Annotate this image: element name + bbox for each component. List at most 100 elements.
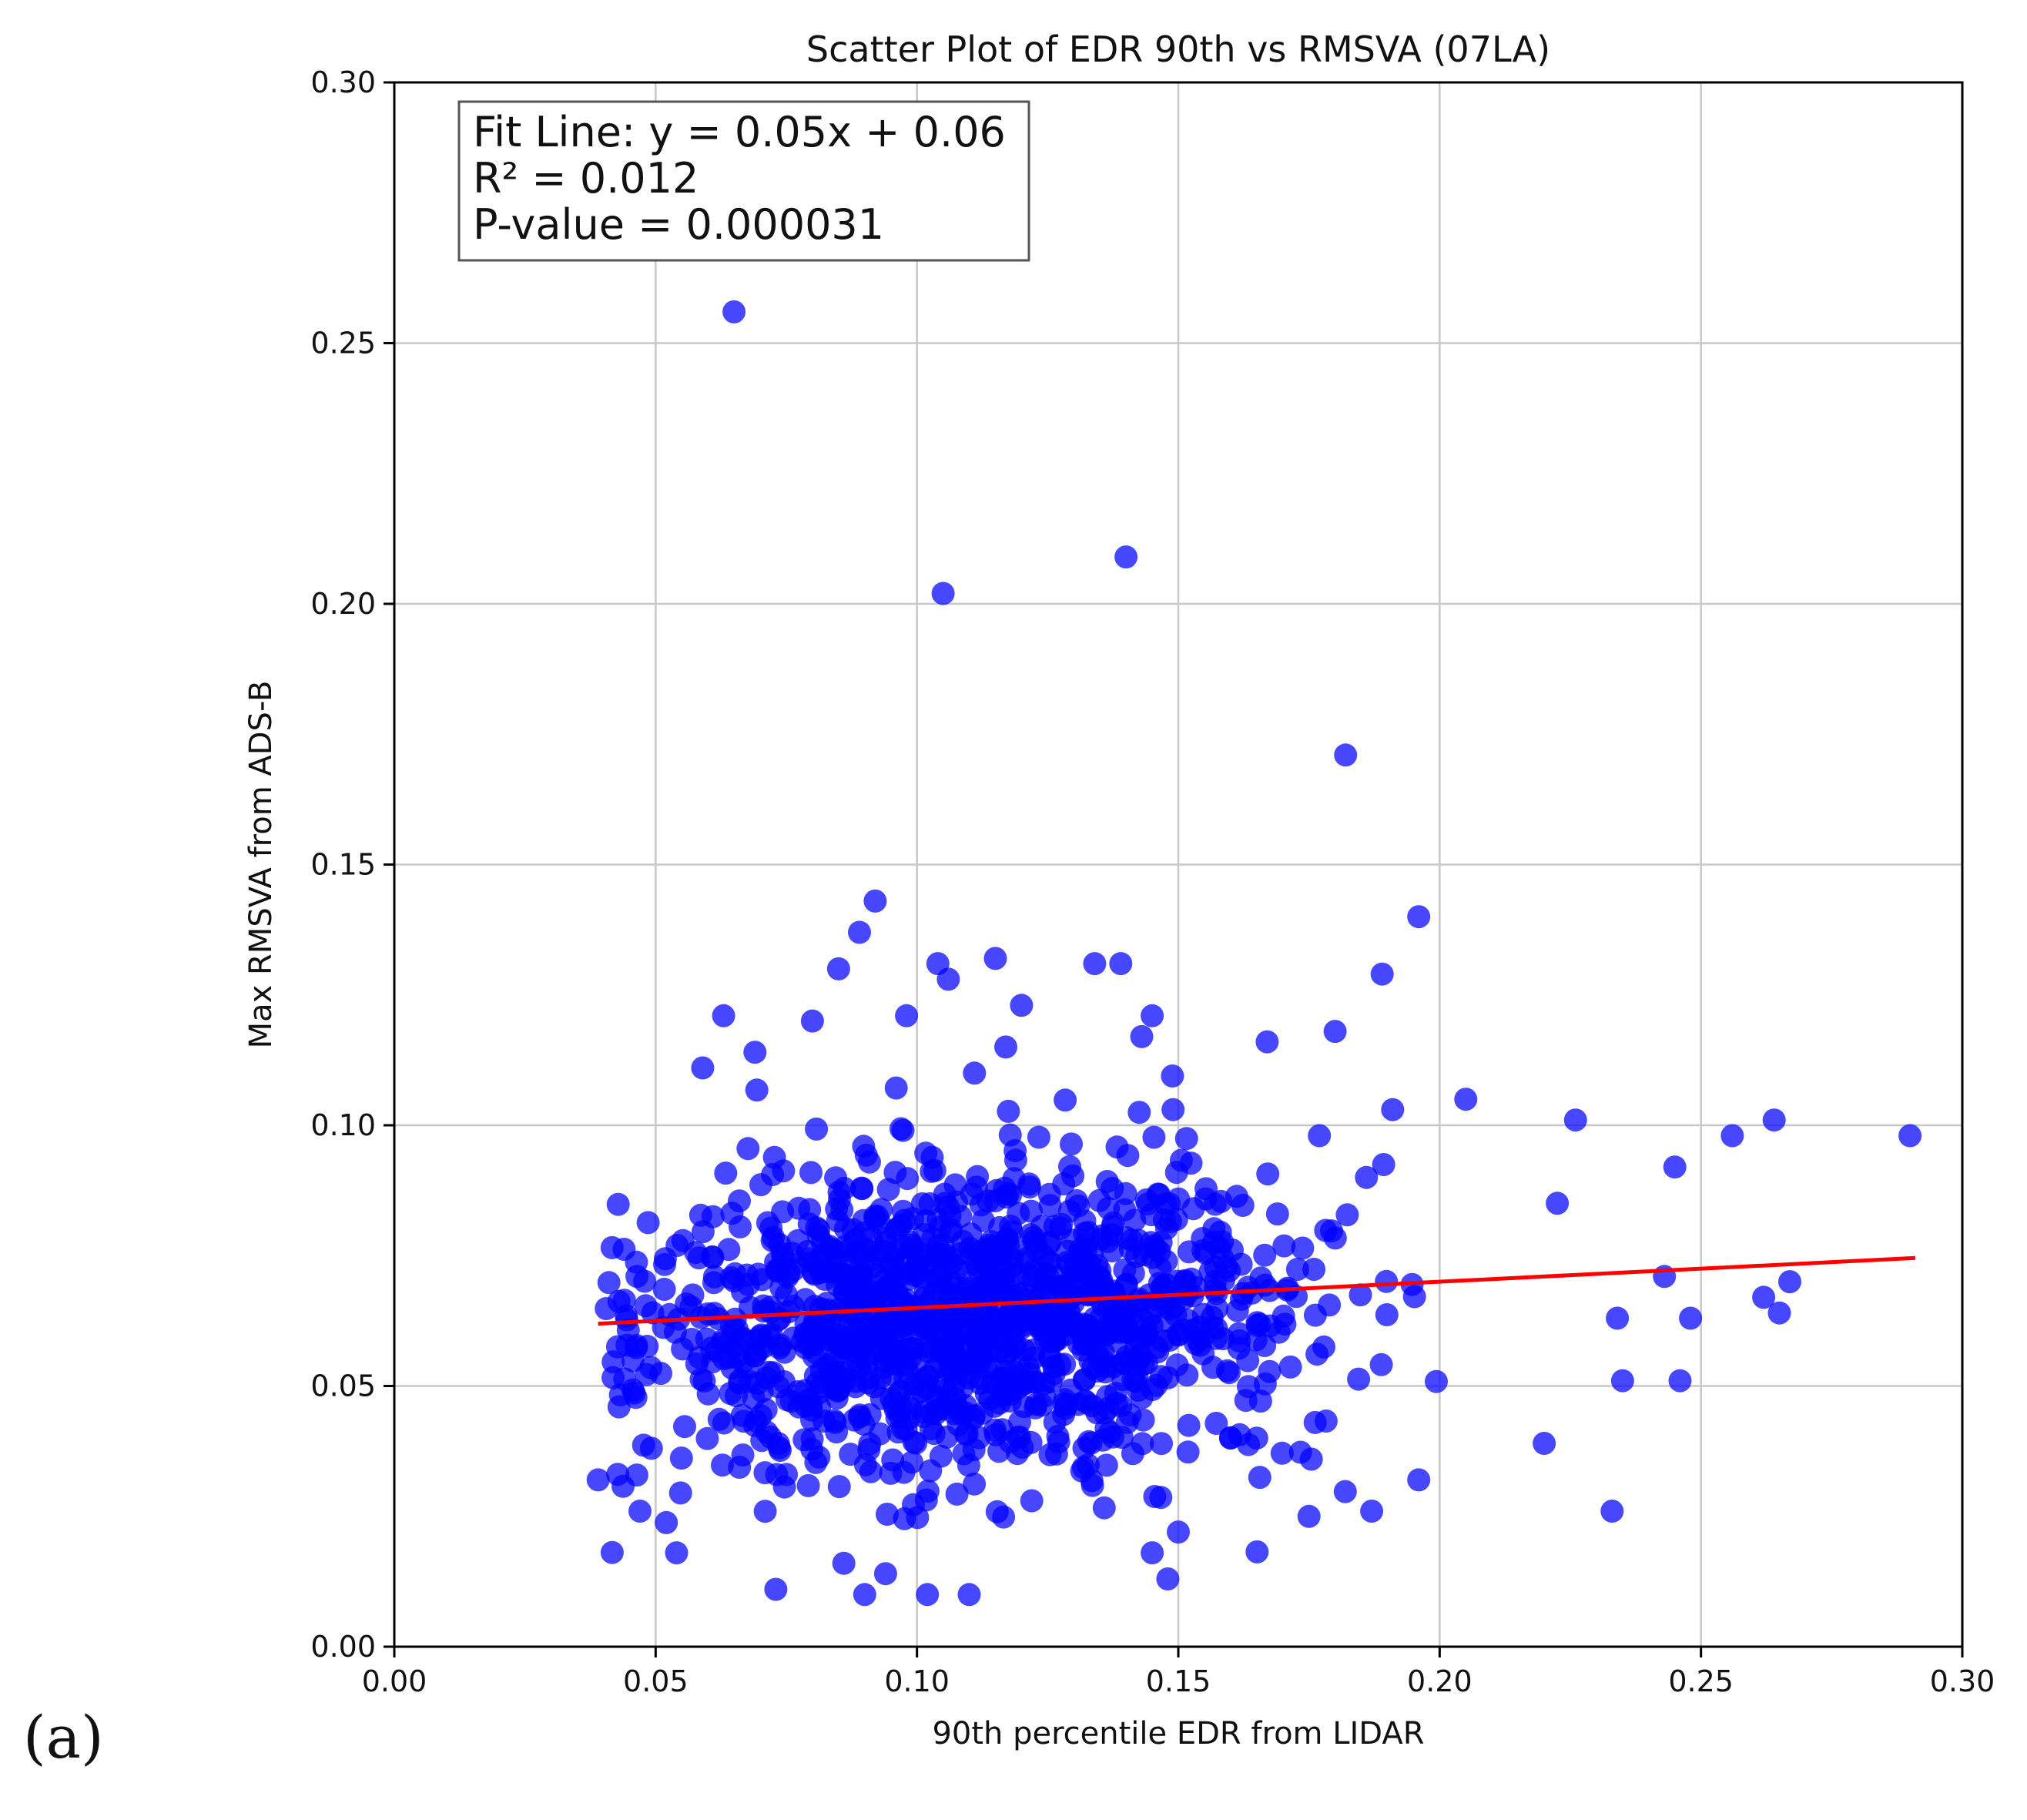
- data-point: [1003, 1238, 1027, 1262]
- data-point: [1248, 1466, 1271, 1490]
- x-tick-label: 0.20: [1407, 1664, 1473, 1698]
- data-point: [635, 1362, 658, 1386]
- data-point: [1215, 1359, 1239, 1383]
- data-point: [628, 1500, 652, 1523]
- data-point: [823, 1410, 847, 1434]
- data-point: [1038, 1194, 1062, 1218]
- data-point: [701, 1245, 725, 1269]
- data-point: [1323, 1226, 1347, 1250]
- data-point: [969, 1295, 993, 1319]
- data-point: [612, 1289, 636, 1312]
- data-point: [916, 1365, 940, 1389]
- data-point: [846, 1323, 869, 1347]
- data-point: [665, 1541, 689, 1565]
- data-point: [753, 1500, 777, 1523]
- annotation-r-squared: R² = 0.012: [473, 154, 699, 203]
- data-point: [858, 1150, 881, 1174]
- data-point: [895, 1004, 919, 1027]
- data-point: [652, 1278, 676, 1301]
- data-point: [765, 1463, 789, 1487]
- data-point: [799, 1161, 823, 1185]
- data-point: [1375, 1303, 1399, 1326]
- data-point: [826, 957, 850, 980]
- data-point: [1130, 1024, 1154, 1048]
- data-point: [908, 1302, 932, 1326]
- data-point: [939, 1220, 962, 1244]
- data-point: [1100, 1314, 1123, 1338]
- data-point: [1297, 1504, 1321, 1528]
- data-point: [1258, 1314, 1282, 1338]
- data-point: [1142, 1125, 1166, 1149]
- data-point: [1150, 1432, 1173, 1456]
- data-point: [850, 1177, 874, 1201]
- data-point: [669, 1446, 693, 1470]
- data-point: [634, 1294, 658, 1318]
- data-point: [1308, 1124, 1332, 1148]
- data-point: [1165, 1353, 1189, 1377]
- data-point: [827, 1475, 851, 1499]
- data-point: [873, 1562, 897, 1586]
- data-point: [1245, 1540, 1269, 1564]
- data-point: [691, 1056, 715, 1080]
- data-point: [1143, 1485, 1167, 1508]
- data-point: [1161, 1064, 1184, 1088]
- data-point: [1121, 1442, 1144, 1466]
- annotation-fit-line: Fit Line: y = 0.05x + 0.06: [473, 108, 1006, 156]
- data-point: [902, 1493, 925, 1517]
- data-point: [1148, 1256, 1172, 1280]
- data-point: [722, 300, 746, 323]
- data-point: [839, 1443, 863, 1466]
- data-point: [789, 1250, 813, 1274]
- data-point: [825, 1197, 849, 1221]
- data-point: [1030, 1215, 1054, 1238]
- data-point: [1407, 905, 1431, 929]
- data-point: [994, 1035, 1017, 1059]
- data-point: [1010, 994, 1034, 1017]
- data-point: [1017, 1263, 1040, 1287]
- y-tick-label: 0.00: [310, 1630, 376, 1664]
- data-point: [1060, 1132, 1083, 1156]
- data-point: [663, 1320, 687, 1344]
- data-point: [1285, 1258, 1309, 1281]
- data-point: [1372, 1153, 1395, 1176]
- data-point: [866, 1205, 889, 1228]
- data-point: [772, 1340, 796, 1364]
- data-point: [1124, 1338, 1148, 1362]
- data-point: [1167, 1520, 1190, 1544]
- data-point: [896, 1362, 920, 1386]
- data-point: [1679, 1306, 1703, 1330]
- data-point: [1086, 1359, 1110, 1383]
- data-point: [1164, 1161, 1188, 1185]
- data-point: [964, 1175, 988, 1199]
- data-point: [601, 1350, 625, 1374]
- data-point: [1256, 1162, 1280, 1186]
- data-point: [957, 1583, 981, 1607]
- data-point: [1600, 1500, 1624, 1523]
- data-point: [922, 1422, 946, 1446]
- data-point: [1158, 1210, 1182, 1234]
- annotation-frame: [457, 100, 1030, 262]
- data-point: [914, 1141, 938, 1165]
- data-point: [796, 1473, 820, 1497]
- fit-line: [598, 1255, 1916, 1326]
- annotation-p-value: P-value = 0.000031: [473, 200, 884, 249]
- data-point: [621, 1378, 645, 1402]
- data-point: [1370, 962, 1394, 986]
- data-point: [1008, 1354, 1032, 1378]
- data-point: [925, 1267, 949, 1291]
- data-point: [1360, 1500, 1384, 1523]
- data-point: [1167, 1187, 1191, 1211]
- data-point: [1101, 1425, 1125, 1449]
- data-point: [595, 1297, 618, 1320]
- data-point: [1145, 1336, 1169, 1359]
- data-point: [1054, 1088, 1077, 1112]
- x-tick-label: 0.10: [884, 1664, 950, 1698]
- chart-title: Scatter Plot of EDR 90th vs RMSVA (07LA): [806, 28, 1550, 70]
- data-point: [1270, 1441, 1294, 1465]
- y-axis-label: Max RMSVA from ADS-B: [243, 681, 279, 1049]
- data-point: [695, 1426, 719, 1450]
- data-point: [963, 1472, 987, 1496]
- data-point: [702, 1271, 725, 1295]
- data-point: [884, 1076, 908, 1100]
- data-point: [1272, 1234, 1296, 1258]
